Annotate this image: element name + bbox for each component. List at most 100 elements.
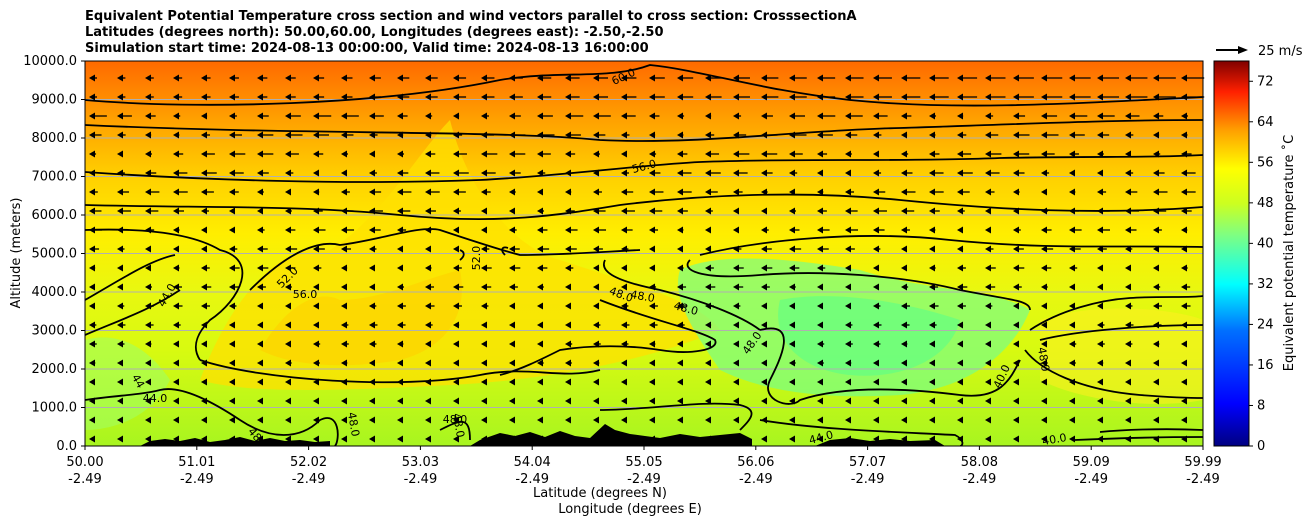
wind-vector: [761, 321, 767, 329]
wind-vector: [89, 74, 97, 82]
wind-vector: [1069, 150, 1079, 158]
wind-vector: [621, 264, 627, 272]
wind-vector: [761, 74, 779, 82]
wind-vector: [677, 112, 685, 120]
wind-vector: [621, 397, 627, 405]
wind-vector: [397, 416, 403, 424]
contour-label: 44.0: [143, 392, 168, 405]
x-tick-label-lon: -2.49: [404, 472, 438, 487]
wind-vector: [369, 359, 375, 367]
wind-vector: [677, 302, 687, 310]
contour-label: 48.0: [672, 299, 699, 318]
wind-vector: [1153, 169, 1165, 177]
wind-vector: [1097, 112, 1115, 120]
wind-vector: [1069, 112, 1088, 120]
wind-vector: [117, 378, 123, 386]
wind-vector: [1153, 188, 1168, 196]
wind-vector: [425, 93, 438, 101]
wind-vector: [677, 131, 684, 139]
wind-vector: [985, 340, 991, 348]
y-tick-label: 10000.0: [23, 54, 77, 69]
wind-vector: [985, 283, 996, 291]
wind-vector: [789, 207, 796, 215]
wind-vector: [649, 340, 656, 348]
wind-vector: [341, 226, 355, 234]
wind-vector: [425, 416, 431, 424]
wind-vector: [677, 359, 683, 367]
colorbar: 0 8 16 24 32 40 48 56 64 72 Equivalent potential …: [1213, 60, 1297, 454]
wind-vector: [1041, 378, 1047, 386]
wind-vector: [145, 150, 152, 158]
wind-vector: [89, 169, 95, 177]
contour-label: 48.0: [1035, 346, 1052, 372]
wind-vector: [649, 359, 655, 367]
wind-vector: [957, 321, 964, 329]
wind-vector: [733, 112, 742, 120]
wind-vector: [733, 283, 744, 291]
wind-vector: [453, 131, 463, 139]
wind-vector: [1097, 397, 1103, 405]
wind-vector: [873, 302, 881, 310]
wind-vector: [537, 264, 548, 272]
wind-vector: [621, 321, 630, 329]
wind-vector: [201, 283, 212, 291]
wind-vector: [229, 131, 242, 139]
wind-vector: [341, 378, 347, 386]
y-tick-label: 5000.0: [32, 247, 78, 262]
wind-vector: [89, 359, 96, 367]
wind-vector: [929, 74, 949, 82]
wind-vector: [1097, 264, 1103, 272]
wind-vector: [1097, 321, 1105, 329]
wind-vector: [509, 245, 520, 253]
wind-vector: [901, 112, 912, 120]
wind-vector: [369, 416, 375, 424]
wind-vector: [817, 131, 833, 139]
wind-vector: [201, 264, 210, 272]
wind-vector: [621, 283, 627, 291]
wind-vector: [621, 435, 627, 443]
wind-vector: [537, 74, 552, 82]
wind-vector: [1153, 435, 1159, 443]
wind-vector: [1041, 416, 1047, 424]
wind-vector: [397, 207, 411, 215]
wind-vector: [1125, 131, 1134, 139]
wind-vector: [285, 416, 291, 424]
wind-vector: [1181, 93, 1205, 101]
wind-vector: [509, 207, 515, 215]
wind-vector: [341, 416, 347, 424]
wind-vector: [677, 93, 694, 101]
wind-vector: [985, 169, 1000, 177]
wind-vector: [145, 169, 157, 177]
wind-vector: [257, 245, 268, 253]
wind-vector: [649, 93, 665, 101]
wind-vector: [453, 359, 459, 367]
wind-vector: [789, 378, 795, 386]
wind-vector: [1069, 416, 1075, 424]
wind-vector: [229, 321, 235, 329]
wind-vector: [985, 435, 991, 443]
wind-vector: [145, 207, 159, 215]
wind-vector: [537, 378, 543, 386]
wind-vector: [481, 207, 487, 215]
wind-vector: [1041, 150, 1055, 158]
wind-vector: [1153, 302, 1162, 310]
wind-vector: [985, 112, 994, 120]
wind-vector: [593, 188, 602, 196]
wind-vector: [1013, 245, 1024, 253]
colorbar-tick-label: 24: [1257, 317, 1274, 332]
x-tick-label-lat: 50.00: [66, 455, 103, 470]
wind-vector: [733, 169, 748, 177]
wind-vector: [1041, 264, 1052, 272]
wind-vector: [957, 435, 963, 443]
wind-vector: [705, 397, 711, 405]
wind-vector: [817, 283, 823, 291]
wind-vector: [565, 283, 571, 291]
wind-vector: [985, 150, 1002, 158]
x-axis-label-lon: Longitude (degrees E): [558, 502, 702, 517]
wind-vector: [1069, 226, 1082, 234]
wind-vector: [985, 131, 999, 139]
wind-vector: [453, 74, 467, 82]
wind-vector: [845, 340, 853, 348]
wind-vector: [873, 397, 879, 405]
wind-vector: [1125, 74, 1148, 82]
